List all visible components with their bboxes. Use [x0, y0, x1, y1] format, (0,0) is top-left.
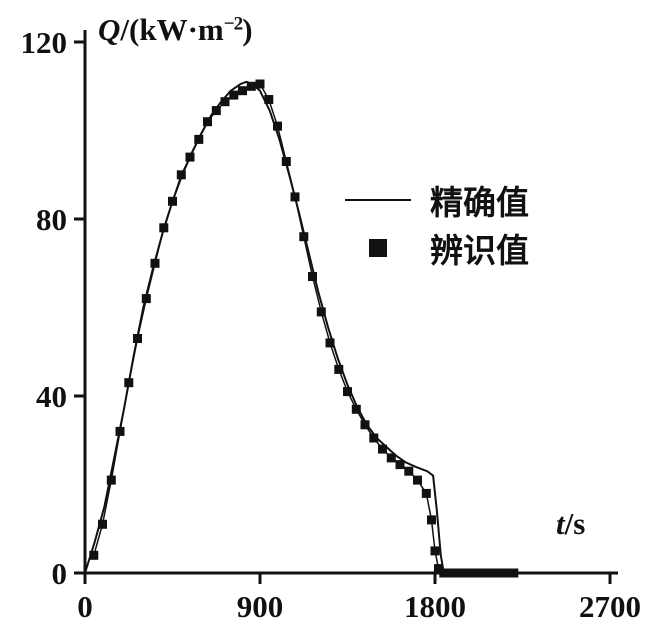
x-axis-symbol: t	[556, 506, 565, 541]
y-tick-label: 40	[36, 379, 67, 414]
identified-value-point	[220, 97, 230, 107]
x-tick-label: 2700	[579, 589, 641, 624]
identified-value-point	[203, 117, 212, 127]
identified-value-point	[185, 152, 195, 162]
identified-value-point	[427, 515, 436, 525]
square-sample-icon	[369, 239, 387, 257]
identified-value-point	[115, 426, 125, 436]
legend-identified-icon-box	[344, 239, 412, 257]
identified-value-point	[281, 157, 291, 166]
x-tick-label: 1800	[404, 589, 466, 624]
identified-value-point	[150, 258, 160, 268]
identified-value-point	[246, 81, 256, 91]
identified-value-point	[194, 134, 204, 144]
identified-value-point	[290, 192, 300, 202]
y-tick-label: 120	[21, 25, 68, 60]
identified-value-point	[501, 568, 511, 578]
identified-value-point	[485, 568, 495, 578]
identified-value-point	[229, 90, 239, 100]
identified-value-point	[478, 568, 488, 578]
x-axis-unit: /s	[564, 506, 586, 541]
identified-value-point	[395, 460, 405, 470]
identified-value-point	[168, 196, 177, 206]
identified-value-point	[386, 453, 396, 463]
exact-value-curve	[84, 80, 519, 574]
identified-value-point	[369, 433, 379, 443]
legend-label-exact: 精确值	[430, 186, 529, 222]
identified-value-point	[106, 475, 116, 485]
x-axis-title: t/s	[556, 506, 585, 542]
identified-value-point	[308, 272, 317, 281]
identified-value-point	[334, 364, 344, 374]
identified-value-point	[211, 106, 221, 116]
y-axis-unit-suffix: )	[242, 12, 253, 47]
identified-value-point	[159, 223, 169, 233]
identified-value-point	[89, 550, 99, 560]
identified-value-point	[264, 95, 274, 104]
identified-value-point	[434, 564, 443, 574]
legend-exact-icon-box	[344, 199, 412, 201]
identified-value-point	[133, 334, 142, 343]
legend-label-identified: 辨识值	[430, 234, 529, 270]
identified-value-point	[273, 121, 282, 131]
identified-value-point	[430, 546, 440, 556]
identified-value-point	[454, 568, 464, 578]
identified-value-connector	[93, 83, 514, 574]
identified-value-point	[360, 420, 370, 430]
identified-value-point	[238, 86, 247, 96]
line-sample-icon	[345, 199, 411, 201]
identified-value-point	[462, 568, 472, 578]
y-axis-unit-superscript: −2	[223, 13, 244, 35]
legend-item-exact: 精确值	[344, 176, 529, 224]
identified-value-point	[299, 232, 309, 242]
identified-value-point	[255, 79, 265, 89]
identified-value-point	[413, 475, 422, 485]
x-tick-label: 900	[237, 589, 284, 624]
y-axis-unit-prefix: /(kW·m	[120, 12, 224, 47]
identified-value-point	[124, 378, 134, 388]
identified-value-point	[351, 404, 361, 414]
identified-value-point	[343, 387, 352, 397]
identified-value-point	[316, 307, 326, 317]
identified-value-point	[470, 568, 480, 578]
identified-value-point	[404, 466, 414, 476]
identified-value-point	[447, 568, 456, 578]
identified-value-point	[439, 568, 449, 578]
legend: 精确值 辨识值	[344, 176, 529, 272]
identified-value-point	[141, 294, 151, 304]
x-tick-label: 0	[77, 589, 93, 624]
y-tick-label: 80	[36, 202, 67, 237]
legend-item-identified: 辨识值	[344, 224, 529, 272]
identified-value-point	[378, 444, 387, 454]
y-axis-symbol: Q	[98, 12, 121, 47]
identified-value-point	[325, 338, 335, 348]
identified-value-point	[493, 568, 503, 578]
y-tick-label: 0	[52, 556, 68, 591]
identified-value-point	[98, 519, 107, 529]
identified-value-point	[421, 488, 431, 498]
y-axis-title: Q/(kW·m−2)	[98, 12, 253, 48]
identified-value-point	[509, 568, 519, 578]
identified-value-point	[176, 170, 186, 180]
